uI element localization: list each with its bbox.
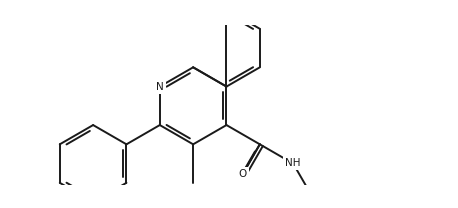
Text: N: N	[156, 82, 164, 92]
Text: O: O	[238, 169, 246, 179]
Text: NH: NH	[285, 158, 301, 168]
